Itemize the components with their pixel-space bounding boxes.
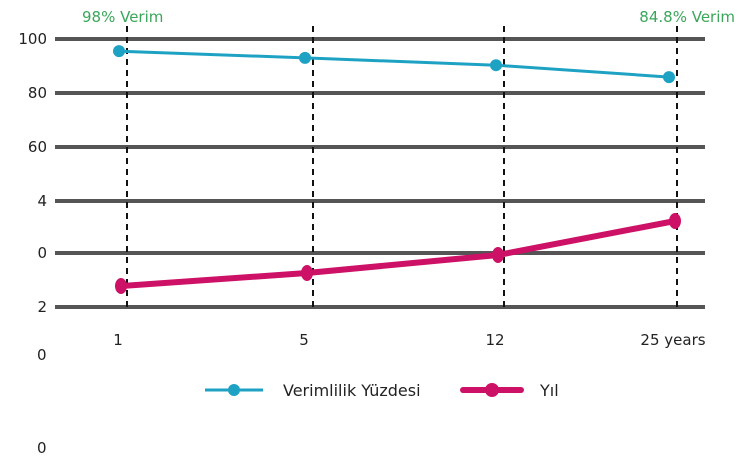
annotation-end: 84.8% Verim bbox=[639, 8, 735, 26]
annotations: 98% Verim 84.8% Verim bbox=[82, 8, 735, 26]
y-tick-label-0: 100 bbox=[18, 30, 47, 48]
point-year-0 bbox=[115, 278, 127, 294]
point-efficiency-2 bbox=[490, 59, 502, 72]
legend-marker-year bbox=[485, 383, 499, 397]
annotation-start: 98% Verim bbox=[82, 8, 163, 26]
legend-label-efficiency: Verimlilik Yüzdesi bbox=[283, 381, 421, 400]
legend-label-year: Yıl bbox=[539, 381, 559, 400]
dashed-markers bbox=[126, 26, 678, 310]
point-year-2 bbox=[492, 247, 504, 263]
legend: Verimlilik Yüzdesi Yıl bbox=[205, 381, 559, 400]
series-line-efficiency bbox=[118, 49, 670, 79]
y-tick-label-2: 60 bbox=[28, 138, 47, 156]
x-tick-label-1: 5 bbox=[299, 331, 309, 349]
y-tick-label-1: 80 bbox=[28, 84, 47, 102]
point-year-3 bbox=[669, 213, 681, 229]
point-efficiency-0 bbox=[113, 45, 125, 58]
x-tick-label-0: 1 bbox=[113, 331, 123, 349]
extra-left-labels: 00 bbox=[37, 346, 47, 457]
y-tick-label-3: 4 bbox=[37, 192, 47, 210]
extra-left-label-1: 0 bbox=[37, 439, 47, 457]
y-tick-label-5: 2 bbox=[37, 298, 47, 316]
x-tick-label-3: 25 years bbox=[640, 331, 705, 349]
y-tick-label-4: 0 bbox=[37, 244, 47, 262]
point-efficiency-1 bbox=[299, 51, 311, 64]
series-line-year bbox=[120, 218, 676, 289]
point-year-1 bbox=[301, 265, 313, 281]
point-efficiency-3 bbox=[663, 71, 675, 84]
extra-left-label-0: 0 bbox=[37, 346, 47, 364]
x-tick-labels: 1 5 12 25 years bbox=[113, 331, 706, 349]
series-group bbox=[113, 45, 681, 294]
gridlines bbox=[55, 37, 705, 309]
legend-marker-efficiency bbox=[228, 384, 240, 396]
x-tick-label-2: 12 bbox=[485, 331, 504, 349]
